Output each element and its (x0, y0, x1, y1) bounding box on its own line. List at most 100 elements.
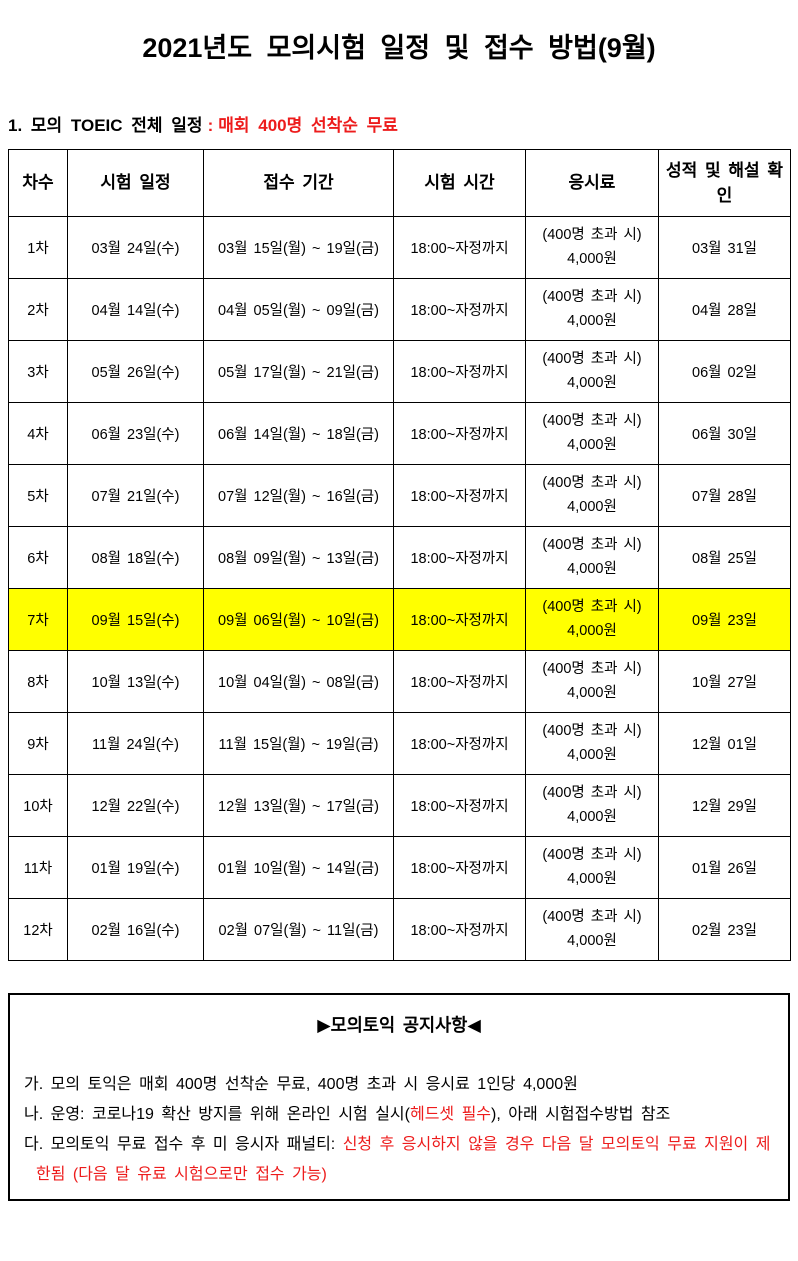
notice-item-na-text-1: 나. 운영: 코로나19 확산 방지를 위해 온라인 시험 실시( (24, 1106, 410, 1123)
fee-line2: 4,000원 (567, 250, 617, 267)
cell-exam-date: 02월 16일(수) (67, 898, 204, 961)
document-page: 2021년도 모의시험 일정 및 접수 방법(9월) 1. 모의 TOEIC 전… (0, 26, 798, 1201)
cell-round: 10차 (8, 774, 68, 837)
fee-line2: 4,000원 (567, 560, 617, 577)
notice-title: ▶모의토익 공지사항◀ (317, 1015, 481, 1035)
section-heading-label: 1. 모의 TOEIC 전체 일정 (8, 116, 203, 135)
cell-result-date: 08월 25일 (658, 526, 791, 589)
cell-result-date: 12월 01일 (658, 712, 791, 775)
cell-exam-time: 18:00~자정까지 (393, 712, 526, 775)
fee-line2: 4,000원 (567, 622, 617, 639)
table-row: 4차 06월 23일(수) 06월 14일(월) ~ 18일(금) 18:00~… (8, 402, 791, 465)
cell-exam-date: 06월 23일(수) (67, 402, 204, 465)
section-heading-separator: : (207, 116, 214, 135)
cell-fee: (400명 초과 시) 4,000원 (525, 402, 659, 465)
table-row: 5차 07월 21일(수) 07월 12일(월) ~ 16일(금) 18:00~… (8, 464, 791, 527)
fee-line1: (400명 초과 시) (542, 846, 642, 863)
table-row: 10차 12월 22일(수) 12월 13일(월) ~ 17일(금) 18:00… (8, 774, 791, 837)
cell-exam-date: 08월 18일(수) (67, 526, 204, 589)
notice-item-ga-text: 가. 모의 토익은 매회 400명 선착순 무료, 400명 초과 시 응시료 … (24, 1076, 578, 1093)
cell-result-date: 06월 30일 (658, 402, 791, 465)
cell-result-date: 04월 28일 (658, 278, 791, 341)
table-row: 12차 02월 16일(수) 02월 07일(월) ~ 11일(금) 18:00… (8, 898, 791, 961)
cell-fee: (400명 초과 시) 4,000원 (525, 588, 659, 651)
cell-round: 9차 (8, 712, 68, 775)
cell-registration-period: 01월 10일(월) ~ 14일(금) (203, 836, 394, 899)
column-header-exam-date: 시험 일정 (67, 149, 204, 217)
table-row: 1차 03월 24일(수) 03월 15일(월) ~ 19일(금) 18:00~… (8, 216, 791, 279)
cell-round: 7차 (8, 588, 68, 651)
notice-item-da: 다. 모의토익 무료 접수 후 미 응시자 패널티: 신청 후 응시하지 않을 … (24, 1130, 774, 1190)
cell-result-date: 02월 23일 (658, 898, 791, 961)
fee-line2: 4,000원 (567, 436, 617, 453)
cell-round: 1차 (8, 216, 68, 279)
cell-exam-time: 18:00~자정까지 (393, 464, 526, 527)
cell-round: 6차 (8, 526, 68, 589)
cell-fee: (400명 초과 시) 4,000원 (525, 278, 659, 341)
cell-result-date: 12월 29일 (658, 774, 791, 837)
cell-result-date: 07월 28일 (658, 464, 791, 527)
cell-exam-time: 18:00~자정까지 (393, 278, 526, 341)
fee-line2: 4,000원 (567, 374, 617, 391)
cell-exam-date: 12월 22일(수) (67, 774, 204, 837)
table-row: 9차 11월 24일(수) 11월 15일(월) ~ 19일(금) 18:00~… (8, 712, 791, 775)
cell-exam-time: 18:00~자정까지 (393, 774, 526, 837)
cell-registration-period: 08월 09일(월) ~ 13일(금) (203, 526, 394, 589)
cell-exam-date: 07월 21일(수) (67, 464, 204, 527)
fee-line1: (400명 초과 시) (542, 288, 642, 305)
notice-item-na: 나. 운영: 코로나19 확산 방지를 위해 온라인 시험 실시(헤드셋 필수)… (24, 1100, 774, 1130)
table-row: 6차 08월 18일(수) 08월 09일(월) ~ 13일(금) 18:00~… (8, 526, 791, 589)
table-row: 3차 05월 26일(수) 05월 17일(월) ~ 21일(금) 18:00~… (8, 340, 791, 403)
cell-fee: (400명 초과 시) 4,000원 (525, 526, 659, 589)
page-title: 2021년도 모의시험 일정 및 접수 방법(9월) (142, 33, 656, 63)
cell-result-date: 09월 23일 (658, 588, 791, 651)
cell-exam-time: 18:00~자정까지 (393, 340, 526, 403)
cell-fee: (400명 초과 시) 4,000원 (525, 216, 659, 279)
cell-fee: (400명 초과 시) 4,000원 (525, 712, 659, 775)
table-row: 11차 01월 19일(수) 01월 10일(월) ~ 14일(금) 18:00… (8, 836, 791, 899)
cell-exam-date: 09월 15일(수) (67, 588, 204, 651)
cell-registration-period: 05월 17일(월) ~ 21일(금) (203, 340, 394, 403)
table-row: 2차 04월 14일(수) 04월 05일(월) ~ 09일(금) 18:00~… (8, 278, 791, 341)
cell-exam-date: 04월 14일(수) (67, 278, 204, 341)
notice-body: 가. 모의 토익은 매회 400명 선착순 무료, 400명 초과 시 응시료 … (24, 1070, 774, 1190)
fee-line2: 4,000원 (567, 684, 617, 701)
notice-item-ga: 가. 모의 토익은 매회 400명 선착순 무료, 400명 초과 시 응시료 … (24, 1070, 774, 1100)
notice-box: ▶모의토익 공지사항◀ 가. 모의 토익은 매회 400명 선착순 무료, 40… (8, 993, 790, 1201)
notice-item-da-text-red: 신청 후 응시하지 않을 경우 다음 달 모의토익 무료 지원이 제한됨 (다음… (36, 1136, 771, 1183)
fee-line1: (400명 초과 시) (542, 226, 642, 243)
cell-round: 11차 (8, 836, 68, 899)
fee-line1: (400명 초과 시) (542, 722, 642, 739)
fee-line1: (400명 초과 시) (542, 598, 642, 615)
fee-line2: 4,000원 (567, 870, 617, 887)
cell-exam-date: 01월 19일(수) (67, 836, 204, 899)
cell-result-date: 10월 27일 (658, 650, 791, 713)
column-header-exam-time: 시험 시간 (393, 149, 526, 217)
cell-exam-time: 18:00~자정까지 (393, 216, 526, 279)
cell-exam-date: 10월 13일(수) (67, 650, 204, 713)
table-row: 8차 10월 13일(수) 10월 04일(월) ~ 08일(금) 18:00~… (8, 650, 791, 713)
column-header-round: 차수 (8, 149, 68, 217)
column-header-fee: 응시료 (525, 149, 659, 217)
fee-line1: (400명 초과 시) (542, 412, 642, 429)
cell-exam-time: 18:00~자정까지 (393, 836, 526, 899)
cell-exam-time: 18:00~자정까지 (393, 650, 526, 713)
cell-registration-period: 03월 15일(월) ~ 19일(금) (203, 216, 394, 279)
cell-registration-period: 02월 07일(월) ~ 11일(금) (203, 898, 394, 961)
schedule-table-body: 1차 03월 24일(수) 03월 15일(월) ~ 19일(금) 18:00~… (8, 216, 791, 961)
fee-line2: 4,000원 (567, 312, 617, 329)
cell-registration-period: 10월 04일(월) ~ 08일(금) (203, 650, 394, 713)
section-heading: 1. 모의 TOEIC 전체 일정: 매회 400명 선착순 무료 (8, 111, 790, 136)
fee-line1: (400명 초과 시) (542, 660, 642, 677)
cell-fee: (400명 초과 시) 4,000원 (525, 774, 659, 837)
cell-exam-date: 11월 24일(수) (67, 712, 204, 775)
cell-fee: (400명 초과 시) 4,000원 (525, 836, 659, 899)
cell-fee: (400명 초과 시) 4,000원 (525, 898, 659, 961)
cell-exam-time: 18:00~자정까지 (393, 588, 526, 651)
cell-result-date: 06월 02일 (658, 340, 791, 403)
fee-line2: 4,000원 (567, 932, 617, 949)
cell-round: 8차 (8, 650, 68, 713)
cell-registration-period: 12월 13일(월) ~ 17일(금) (203, 774, 394, 837)
cell-registration-period: 04월 05일(월) ~ 09일(금) (203, 278, 394, 341)
fee-line2: 4,000원 (567, 498, 617, 515)
